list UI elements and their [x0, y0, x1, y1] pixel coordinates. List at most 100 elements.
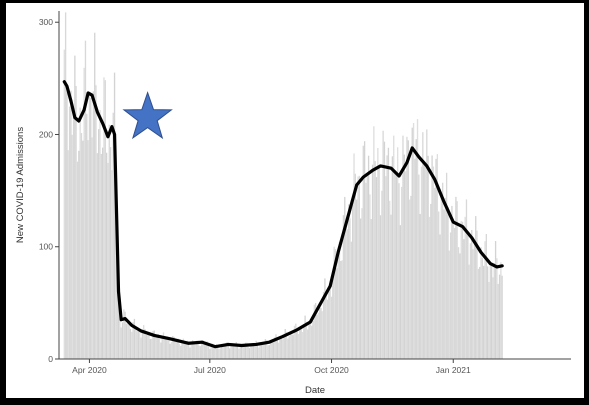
daily-bar — [185, 342, 187, 359]
daily-bar — [419, 213, 421, 359]
daily-bar — [103, 77, 105, 359]
daily-bar — [449, 232, 452, 359]
daily-bar — [461, 221, 464, 359]
daily-bar — [137, 327, 140, 359]
daily-bar — [320, 307, 322, 359]
daily-bar — [91, 137, 93, 359]
daily-bar — [490, 262, 493, 359]
daily-bar — [84, 40, 87, 359]
daily-bar — [170, 342, 173, 359]
daily-bar — [133, 318, 136, 359]
daily-bar — [297, 333, 300, 359]
daily-bar — [486, 266, 489, 359]
daily-bar — [336, 268, 338, 359]
chart-panel: 0 100 200 300 Apr 2020 Jul 2020 Oct 2020 Jan 20… — [6, 3, 584, 398]
daily-bar — [144, 329, 146, 359]
daily-bar — [488, 281, 490, 359]
daily-bar — [385, 176, 387, 359]
y-axis-label: New COVID-19 Admissions — [15, 127, 26, 243]
daily-bar — [313, 304, 315, 359]
daily-bar — [232, 345, 235, 359]
daily-bar — [64, 12, 67, 359]
daily-bar — [181, 340, 183, 359]
daily-bar — [420, 166, 423, 359]
daily-bar — [235, 341, 237, 359]
daily-bar — [127, 323, 129, 359]
daily-bar — [246, 342, 248, 359]
daily-bar — [379, 215, 382, 359]
daily-bar — [439, 234, 441, 359]
daily-bar — [109, 147, 112, 359]
daily-bar — [75, 85, 77, 360]
daily-bar — [410, 195, 412, 359]
daily-bar — [457, 247, 460, 359]
daily-bar — [342, 215, 345, 359]
daily-bar — [150, 338, 153, 359]
daily-bar — [268, 345, 271, 359]
daily-bar — [121, 322, 124, 359]
daily-bar — [136, 331, 138, 359]
y-tick-label: 100 — [39, 242, 53, 252]
daily-bar — [260, 342, 263, 359]
daily-bar — [435, 158, 437, 359]
daily-bar — [194, 343, 196, 359]
daily-bar — [438, 211, 440, 359]
daily-bar — [226, 341, 228, 359]
daily-bar — [198, 345, 200, 359]
daily-bar — [256, 344, 259, 359]
daily-bar — [174, 340, 177, 359]
daily-bar — [214, 346, 216, 359]
daily-bar — [442, 182, 444, 359]
daily-bar — [430, 203, 432, 359]
daily-bar — [207, 345, 210, 359]
daily-bar — [176, 339, 178, 359]
daily-bar — [254, 343, 256, 359]
daily-bar — [332, 279, 334, 359]
daily-bar — [444, 197, 446, 359]
daily-bar — [304, 315, 306, 359]
daily-bar — [400, 186, 403, 359]
daily-bar — [485, 233, 487, 359]
daily-bar — [215, 344, 218, 359]
daily-bar — [191, 340, 194, 359]
daily-bar — [440, 194, 442, 359]
daily-bar — [217, 345, 219, 359]
x-tick-label: Oct 2020 — [314, 365, 349, 375]
daily-bar — [100, 153, 102, 359]
daily-bar — [111, 170, 113, 359]
daily-bar — [374, 161, 376, 359]
daily-bar — [143, 325, 145, 359]
daily-bar — [377, 148, 379, 359]
daily-bar — [168, 338, 170, 359]
daily-bar — [205, 342, 207, 359]
daily-bar — [154, 336, 157, 359]
daily-bar — [288, 336, 290, 359]
daily-bar — [165, 339, 167, 359]
daily-bar — [218, 349, 220, 359]
daily-bar — [427, 155, 429, 359]
daily-bar — [477, 268, 480, 359]
daily-bar — [273, 337, 276, 359]
daily-bar — [206, 341, 208, 359]
daily-bar — [426, 129, 428, 359]
daily-bar — [329, 286, 331, 359]
annotation-group — [122, 91, 173, 140]
y-tick-label: 0 — [48, 354, 53, 364]
daily-bar — [140, 337, 142, 359]
daily-bar — [445, 172, 448, 359]
daily-bar — [108, 124, 110, 360]
daily-bar — [264, 339, 267, 359]
daily-bar — [501, 275, 503, 359]
daily-bar — [464, 216, 466, 359]
daily-bar — [149, 339, 151, 359]
daily-bar — [79, 107, 81, 359]
daily-bar — [399, 225, 401, 359]
daily-bar — [117, 291, 120, 359]
daily-bar — [148, 332, 150, 359]
daily-bar — [408, 199, 411, 359]
daily-bar — [472, 249, 474, 359]
daily-bar — [480, 247, 482, 359]
daily-bar — [321, 311, 323, 359]
daily-bar — [193, 341, 195, 359]
daily-bar — [284, 329, 286, 359]
